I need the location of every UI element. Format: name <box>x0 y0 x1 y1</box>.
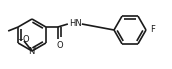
Text: +: + <box>33 45 37 51</box>
Text: O: O <box>56 41 63 50</box>
Text: HN: HN <box>69 18 82 28</box>
Text: F: F <box>150 26 155 34</box>
Text: O: O <box>23 35 29 45</box>
Text: N: N <box>28 47 34 55</box>
Text: −: − <box>17 37 23 43</box>
